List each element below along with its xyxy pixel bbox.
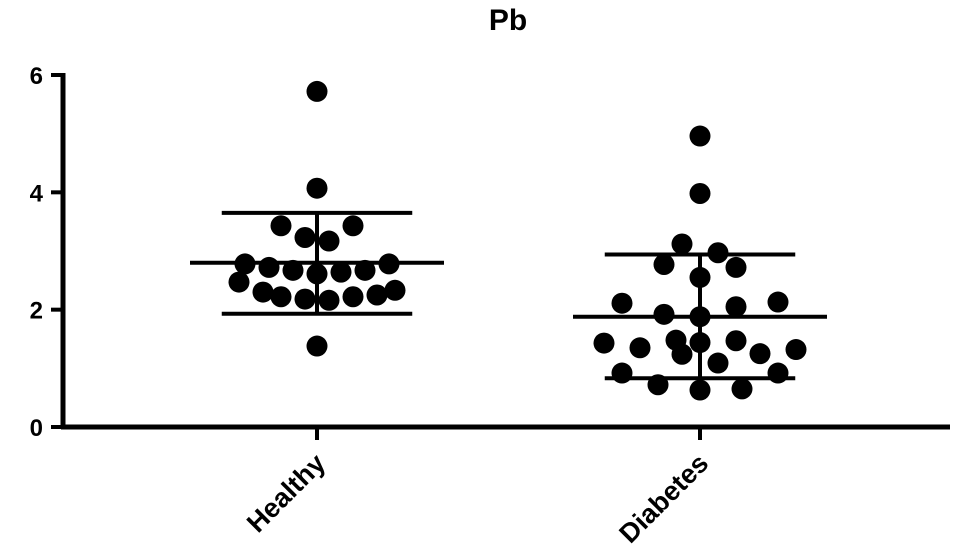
y-tick-label: 6 (30, 63, 43, 90)
data-point (306, 335, 328, 357)
data-point (707, 352, 729, 374)
data-point (767, 291, 789, 313)
data-point (725, 296, 747, 318)
x-tick-label: Diabetes (613, 448, 714, 545)
data-point (611, 362, 633, 384)
data-point (228, 271, 250, 293)
data-point (258, 256, 280, 278)
data-point (593, 332, 615, 354)
data-point (671, 233, 693, 255)
data-point (731, 378, 753, 400)
data-point (306, 177, 328, 199)
data-point (306, 80, 328, 102)
data-point (342, 286, 364, 308)
data-point (653, 303, 675, 325)
data-point (342, 215, 364, 237)
x-tick-label: Healthy (241, 448, 331, 538)
data-point (318, 289, 340, 311)
data-point (725, 330, 747, 352)
data-point (366, 284, 388, 306)
data-point (611, 292, 633, 314)
data-point (689, 379, 711, 401)
data-point (689, 125, 711, 147)
data-point (330, 261, 352, 283)
data-point (384, 279, 406, 301)
y-tick-label: 4 (30, 180, 44, 207)
data-point (270, 286, 292, 308)
data-point (252, 281, 274, 303)
chart-title: Pb (489, 4, 527, 37)
y-tick-label: 0 (30, 415, 43, 442)
data-point (294, 288, 316, 310)
data-point (767, 362, 789, 384)
data-point (270, 215, 292, 237)
data-point (749, 343, 771, 365)
data-point (785, 339, 807, 361)
data-point (671, 343, 693, 365)
data-point (318, 230, 340, 252)
data-point (653, 253, 675, 275)
axes (51, 73, 950, 440)
data-point (354, 259, 376, 281)
data-point (294, 227, 316, 249)
data-point (629, 337, 651, 359)
data-point (282, 259, 304, 281)
data-point (725, 256, 747, 278)
data-marks (190, 80, 827, 401)
y-tick-label: 2 (30, 298, 43, 325)
data-point (689, 183, 711, 205)
